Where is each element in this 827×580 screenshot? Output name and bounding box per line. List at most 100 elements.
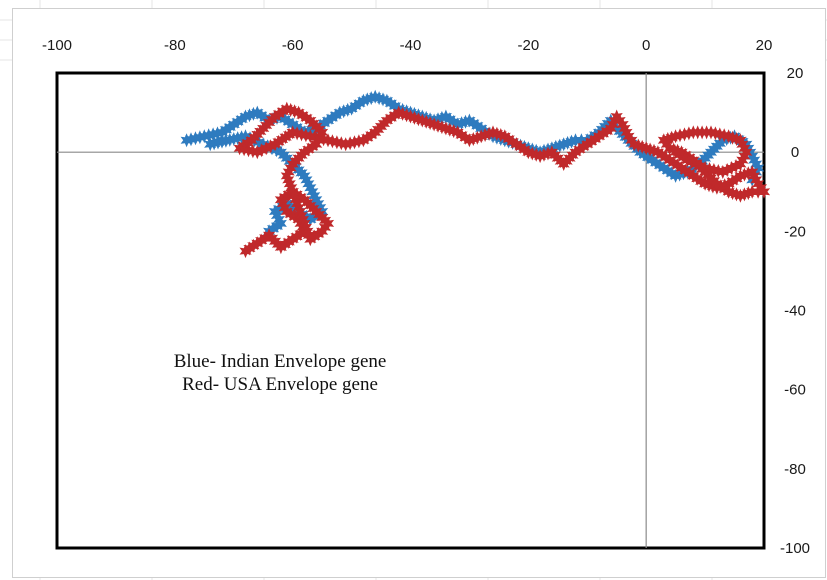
data-point-trail	[308, 130, 321, 145]
data-point-trail	[301, 224, 314, 239]
data-point-trail	[288, 188, 301, 203]
data-point	[746, 149, 759, 164]
x-tick-label: -60	[282, 37, 304, 54]
data-point	[604, 113, 617, 128]
data-point-trail	[613, 113, 626, 128]
data-point-trail	[296, 212, 309, 227]
data-point-trail	[302, 176, 315, 191]
data-point-trail	[712, 164, 725, 178]
data-point-trail	[750, 157, 763, 171]
data-point-trail	[348, 135, 361, 150]
data-point-trail	[299, 220, 312, 235]
data-point	[280, 168, 293, 183]
data-point	[286, 125, 299, 140]
data-point-trail	[189, 131, 202, 146]
data-point-trail	[276, 196, 289, 211]
data-point-trail	[608, 113, 621, 128]
legend-line-indian: Blue- Indian Envelope gene	[173, 351, 387, 372]
data-point-trail	[291, 126, 304, 141]
data-point-trail	[620, 125, 633, 140]
legend-line-usa: Red- USA Envelope gene	[182, 374, 378, 395]
data-point	[746, 165, 759, 179]
data-point-trail	[296, 220, 309, 235]
data-point	[663, 141, 676, 156]
data-point-trail	[742, 141, 755, 156]
x-tick-label: 20	[756, 37, 773, 54]
series-legend-note: Blue- Indian Envelope gene Red- USA Enve…	[120, 350, 440, 396]
data-point	[280, 204, 293, 219]
data-point-trail	[713, 127, 726, 142]
data-point-trail	[289, 192, 302, 207]
data-point-trail	[748, 153, 761, 168]
data-point	[604, 121, 617, 136]
data-point-trail	[352, 134, 365, 149]
data-point-trail	[272, 212, 285, 227]
data-point-trail	[750, 165, 763, 179]
x-tick-label: -40	[400, 37, 422, 54]
data-point	[268, 204, 282, 219]
data-point	[616, 117, 629, 132]
data-point-trail	[700, 125, 713, 140]
data-point-trail	[606, 117, 619, 132]
y-tick-label: -40	[784, 303, 806, 320]
y-tick-label: 0	[791, 144, 799, 161]
data-point-trail	[750, 172, 763, 187]
data-point-trail	[344, 136, 357, 151]
data-point-trail	[707, 163, 720, 177]
data-point-trail	[306, 184, 319, 199]
data-point-trail	[330, 135, 343, 150]
data-point	[298, 216, 311, 231]
data-point-trail	[242, 143, 255, 158]
data-point	[310, 137, 323, 152]
data-point	[740, 137, 753, 152]
series-1	[233, 101, 771, 259]
data-point-trail	[748, 168, 761, 183]
data-point-trail	[625, 133, 638, 148]
data-point-trail	[736, 137, 749, 152]
data-point	[669, 145, 682, 160]
data-point	[704, 125, 717, 140]
data-series	[180, 89, 771, 259]
data-point-trail	[207, 127, 220, 142]
data-point-trail	[575, 133, 588, 148]
y-tick-label: -60	[784, 382, 806, 399]
y-tick-label: -100	[780, 540, 810, 557]
data-point-trail	[312, 196, 325, 211]
data-point-trail	[246, 144, 259, 159]
data-point	[304, 129, 317, 144]
data-point-trail	[335, 136, 348, 151]
data-point	[298, 168, 311, 183]
data-point-trail	[193, 130, 206, 145]
axes-layer	[57, 73, 764, 548]
data-point	[292, 200, 305, 215]
x-tick-label: -20	[517, 37, 539, 54]
data-point	[687, 125, 700, 140]
data-point-trail	[678, 127, 691, 142]
data-point-trail	[703, 162, 716, 176]
data-point-trail	[308, 188, 321, 203]
plot-frame	[55, 71, 766, 550]
y-tick-label: -20	[784, 223, 806, 240]
data-point-trail	[285, 180, 298, 195]
data-point-trail	[709, 126, 722, 141]
data-point-trail	[284, 161, 297, 175]
data-point-trail	[278, 200, 291, 215]
data-point-trail	[317, 132, 330, 147]
data-point	[610, 109, 623, 124]
data-point-trail	[238, 142, 251, 157]
x-tick-label: -80	[164, 37, 186, 54]
data-point	[622, 129, 635, 144]
x-tick-label: 0	[642, 37, 650, 54]
data-point-trail	[618, 121, 631, 136]
data-point-trail	[752, 184, 765, 199]
data-point-trail	[299, 128, 312, 143]
data-point-trail	[294, 204, 307, 219]
data-point-trail	[291, 196, 304, 211]
x-tick-labels: -100 -80 -60 -40 -20 0 20	[42, 37, 772, 54]
data-point-trail	[302, 228, 315, 243]
data-point-trail	[313, 131, 326, 146]
data-point-trail	[300, 172, 313, 187]
data-point	[716, 165, 729, 179]
y-tick-label: 20	[787, 65, 804, 82]
data-point-trail	[282, 172, 295, 187]
